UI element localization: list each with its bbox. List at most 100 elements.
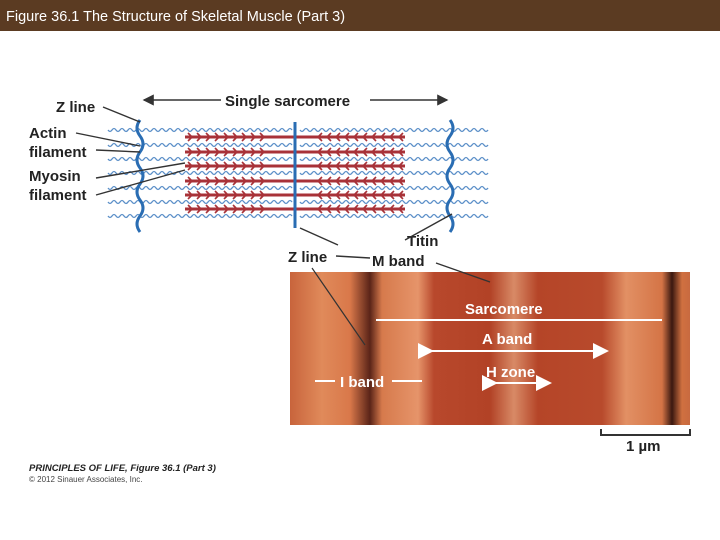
myosin-head bbox=[344, 132, 350, 142]
label: A band bbox=[482, 331, 532, 348]
myosin-head bbox=[317, 204, 323, 214]
actin-filament bbox=[299, 170, 489, 176]
actin-filament bbox=[299, 156, 489, 162]
myosin-head bbox=[344, 176, 350, 186]
z-line bbox=[445, 119, 455, 233]
myosin-head bbox=[196, 190, 202, 200]
label: Titin bbox=[407, 233, 438, 250]
myosin-head bbox=[362, 161, 368, 171]
actin-filament bbox=[107, 185, 293, 191]
myosin-head bbox=[389, 190, 395, 200]
myosin-head bbox=[223, 147, 229, 157]
myosin-head bbox=[214, 147, 220, 157]
myosin-head bbox=[187, 132, 193, 142]
myosin-head bbox=[196, 161, 202, 171]
myosin-head bbox=[353, 161, 359, 171]
myosin-head bbox=[389, 147, 395, 157]
myosin-head bbox=[371, 176, 377, 186]
myosin-head bbox=[317, 190, 323, 200]
label: Z line bbox=[288, 249, 327, 266]
myosin-head bbox=[187, 161, 193, 171]
label: H zone bbox=[486, 364, 535, 381]
myosin-head bbox=[259, 176, 265, 186]
myosin-head bbox=[223, 190, 229, 200]
myosin-head bbox=[389, 132, 395, 142]
myosin-head bbox=[326, 132, 332, 142]
myosin-head bbox=[362, 190, 368, 200]
myosin-head bbox=[205, 204, 211, 214]
myosin-head bbox=[371, 147, 377, 157]
label: Sarcomere bbox=[465, 301, 543, 318]
myosin-head bbox=[353, 132, 359, 142]
myosin-head bbox=[205, 132, 211, 142]
myosin-head bbox=[259, 204, 265, 214]
myosin-head bbox=[232, 132, 238, 142]
myosin-head bbox=[250, 132, 256, 142]
myosin-head bbox=[344, 204, 350, 214]
myosin-head bbox=[214, 204, 220, 214]
myosin-head bbox=[335, 132, 341, 142]
myosin-head bbox=[250, 176, 256, 186]
header-title: Figure 36.1 The Structure of Skeletal Mu… bbox=[6, 9, 345, 25]
footer-source: PRINCIPLES OF LIFE, Figure 36.1 (Part 3) bbox=[29, 463, 216, 474]
label: filament bbox=[29, 187, 87, 204]
myosin-head bbox=[250, 190, 256, 200]
myosin-head bbox=[371, 204, 377, 214]
myosin-head bbox=[223, 204, 229, 214]
z-line bbox=[135, 119, 145, 233]
myosin-head bbox=[259, 190, 265, 200]
myosin-head bbox=[326, 176, 332, 186]
myosin-head bbox=[196, 147, 202, 157]
myosin-head bbox=[317, 161, 323, 171]
actin-filament bbox=[299, 213, 489, 219]
myosin-head bbox=[371, 132, 377, 142]
myosin-head bbox=[344, 190, 350, 200]
myosin-head bbox=[205, 147, 211, 157]
myosin-head bbox=[326, 190, 332, 200]
label: filament bbox=[29, 144, 87, 161]
myosin-head bbox=[353, 190, 359, 200]
myosin-head bbox=[196, 204, 202, 214]
label: Myosin bbox=[29, 168, 81, 185]
myosin-head bbox=[389, 161, 395, 171]
leader-line bbox=[95, 169, 186, 196]
myosin-head bbox=[326, 147, 332, 157]
leader-line bbox=[404, 213, 453, 241]
leader-line bbox=[95, 162, 186, 179]
myosin-head bbox=[398, 132, 404, 142]
myosin-head bbox=[241, 204, 247, 214]
label: M band bbox=[372, 253, 425, 270]
scale-label: 1 µm bbox=[626, 438, 661, 455]
actin-filament bbox=[299, 127, 489, 133]
actin-filament bbox=[299, 185, 489, 191]
myosin-head bbox=[326, 204, 332, 214]
myosin-head bbox=[353, 204, 359, 214]
myosin-head bbox=[344, 147, 350, 157]
myosin-head bbox=[344, 161, 350, 171]
myosin-head bbox=[335, 176, 341, 186]
myosin-head bbox=[241, 132, 247, 142]
myosin-head bbox=[371, 161, 377, 171]
myosin-head bbox=[232, 204, 238, 214]
myosin-head bbox=[196, 132, 202, 142]
myosin-head bbox=[250, 204, 256, 214]
leader-line bbox=[299, 227, 339, 246]
label: Z line bbox=[56, 99, 95, 116]
myosin-head bbox=[259, 161, 265, 171]
myosin-head bbox=[380, 204, 386, 214]
myosin-head bbox=[398, 190, 404, 200]
myosin-head bbox=[317, 132, 323, 142]
myosin-head bbox=[317, 147, 323, 157]
actin-filament bbox=[107, 199, 293, 205]
myosin-head bbox=[241, 161, 247, 171]
myosin-head bbox=[398, 204, 404, 214]
myosin-head bbox=[214, 161, 220, 171]
myosin-head bbox=[223, 161, 229, 171]
myosin-head bbox=[214, 190, 220, 200]
footer-copyright: © 2012 Sinauer Associates, Inc. bbox=[29, 475, 143, 484]
myosin-head bbox=[335, 147, 341, 157]
myosin-head bbox=[362, 132, 368, 142]
myosin-head bbox=[250, 161, 256, 171]
myosin-head bbox=[205, 190, 211, 200]
